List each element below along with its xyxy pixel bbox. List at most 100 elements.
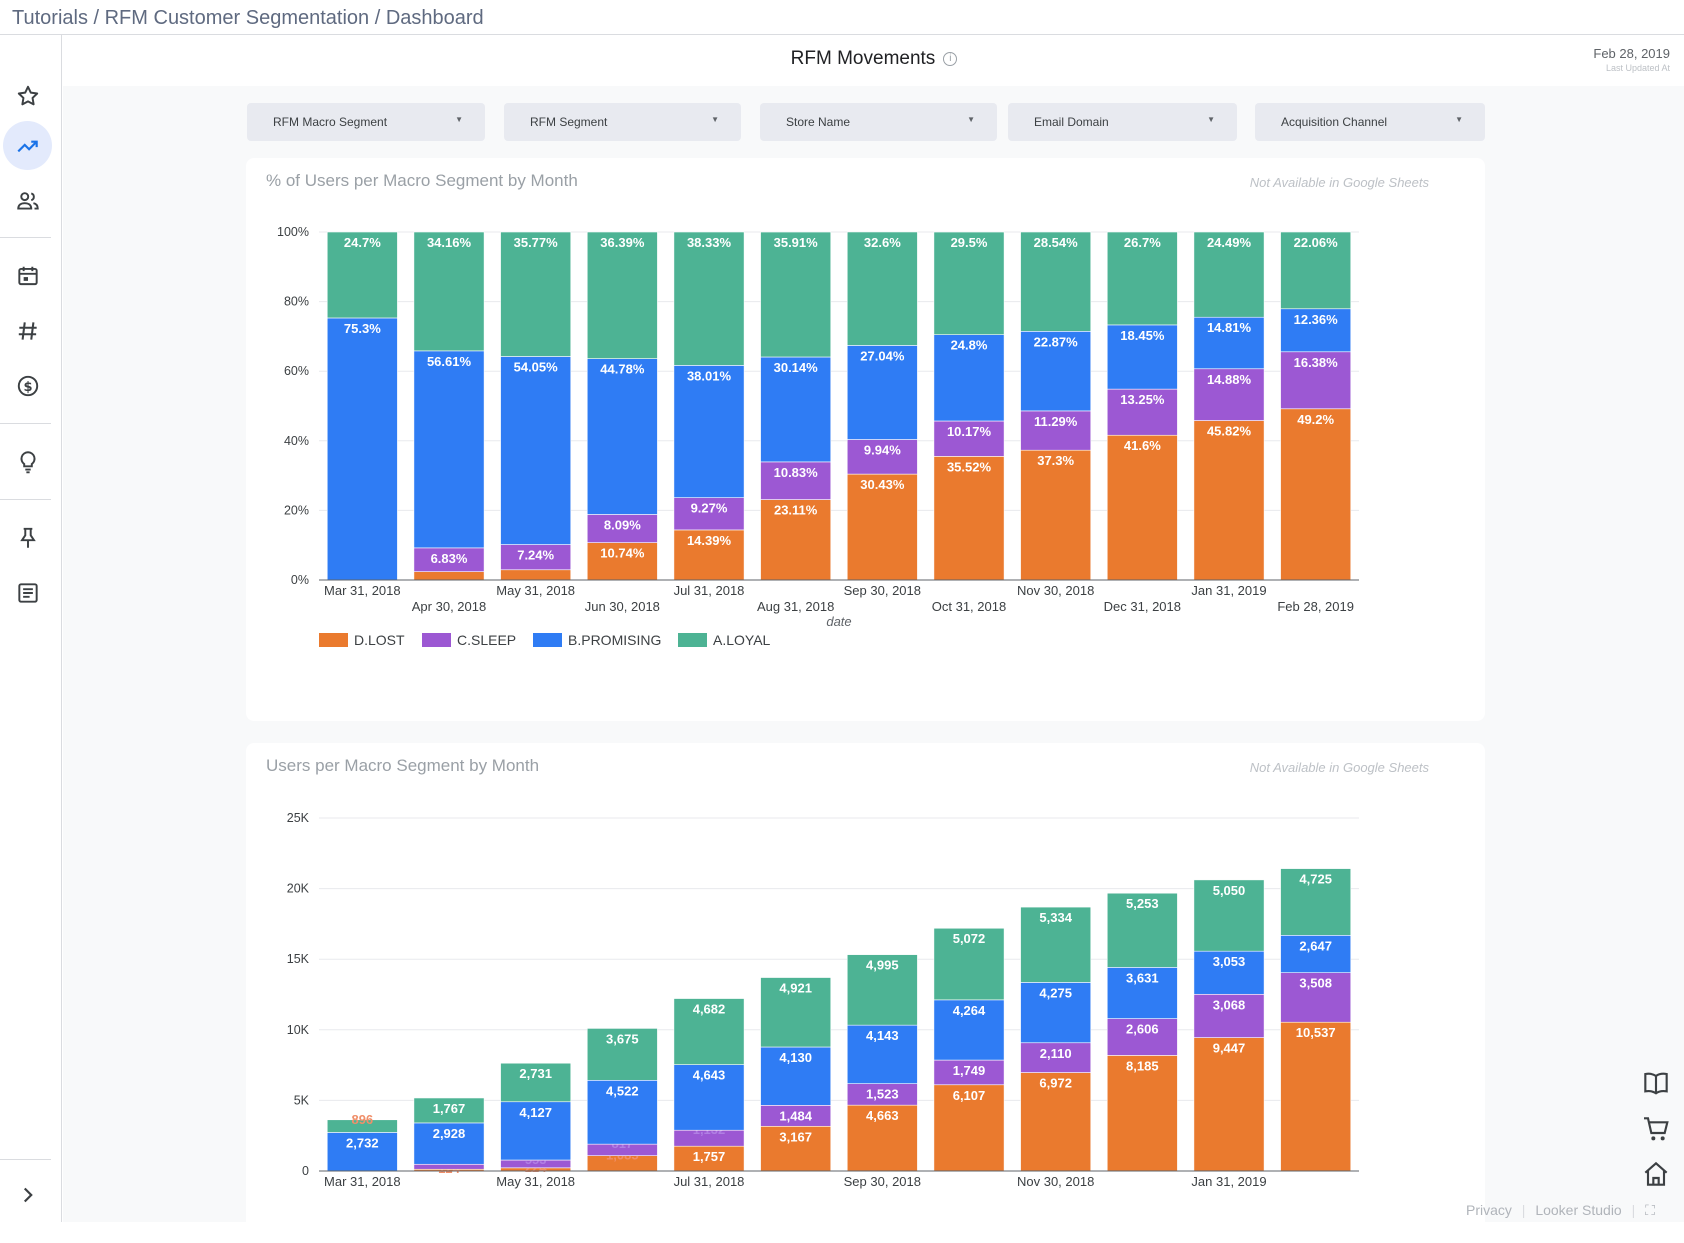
- bar-segment[interactable]: [1193, 879, 1265, 952]
- info-icon[interactable]: i: [943, 51, 958, 66]
- people-icon[interactable]: [3, 176, 52, 225]
- filter-rfm-macro-segment[interactable]: RFM Macro Segment ▼: [247, 103, 485, 141]
- bar-segment[interactable]: [326, 1119, 398, 1133]
- bar-segment[interactable]: [1280, 408, 1352, 581]
- legend-label[interactable]: B.PROMISING: [568, 632, 661, 648]
- bar-segment[interactable]: [1280, 935, 1352, 973]
- star-icon[interactable]: [3, 71, 52, 120]
- bar-segment[interactable]: [586, 1028, 658, 1081]
- bar-segment[interactable]: [1020, 906, 1092, 983]
- bar-segment[interactable]: [500, 1062, 572, 1103]
- bar-segment[interactable]: [846, 345, 918, 440]
- bar-segment[interactable]: [1193, 316, 1265, 370]
- bar-segment[interactable]: [1280, 1021, 1352, 1172]
- bar-segment[interactable]: [413, 1163, 485, 1170]
- bar-segment[interactable]: [1106, 1018, 1178, 1056]
- bar-segment[interactable]: [413, 1122, 485, 1165]
- cart-icon[interactable]: [1640, 1113, 1672, 1150]
- bar-segment[interactable]: [673, 365, 745, 498]
- article-icon[interactable]: [3, 568, 52, 617]
- bar-segment[interactable]: [1020, 1072, 1092, 1172]
- bar-segment[interactable]: [846, 231, 918, 346]
- bar-segment[interactable]: [1106, 892, 1178, 968]
- bar-segment[interactable]: [1106, 388, 1178, 436]
- dollar-icon[interactable]: $: [3, 361, 52, 410]
- looker-studio-link[interactable]: Looker Studio: [1535, 1202, 1622, 1218]
- expand-chevron-icon[interactable]: [3, 1170, 52, 1219]
- bar-segment[interactable]: [1193, 368, 1265, 421]
- bar-segment[interactable]: [413, 571, 485, 581]
- bar-segment[interactable]: [1280, 351, 1352, 410]
- filter-acquisition-channel[interactable]: Acquisition Channel ▼: [1255, 103, 1485, 141]
- bar-segment[interactable]: [760, 1046, 832, 1106]
- bar-segment[interactable]: [413, 350, 485, 549]
- bar-segment[interactable]: [846, 954, 918, 1026]
- bar-segment[interactable]: [326, 1132, 398, 1172]
- bar-segment[interactable]: [1280, 231, 1352, 310]
- breadcrumb[interactable]: Tutorials / RFM Customer Segmentation / …: [12, 7, 484, 29]
- bar-segment[interactable]: [760, 977, 832, 1048]
- bar-segment[interactable]: [933, 231, 1005, 335]
- bar-segment[interactable]: [586, 358, 658, 515]
- bar-segment[interactable]: [846, 1024, 918, 1084]
- bar-segment[interactable]: [673, 529, 745, 581]
- bar-segment[interactable]: [1106, 1055, 1178, 1172]
- home-icon[interactable]: [1640, 1158, 1672, 1195]
- bar-segment[interactable]: [760, 1125, 832, 1172]
- bar-segment[interactable]: [1020, 410, 1092, 451]
- bar-segment[interactable]: [1020, 1042, 1092, 1073]
- bar-segment[interactable]: [1193, 950, 1265, 995]
- filter-rfm-segment[interactable]: RFM Segment ▼: [504, 103, 741, 141]
- legend-label[interactable]: C.SLEEP: [457, 632, 516, 648]
- bar-segment[interactable]: [1106, 434, 1178, 581]
- bar-segment[interactable]: [933, 927, 1005, 1001]
- bar-segment[interactable]: [1193, 231, 1265, 318]
- filter-store-name[interactable]: Store Name ▼: [760, 103, 997, 141]
- bar-segment[interactable]: [413, 231, 485, 352]
- legend-label[interactable]: A.LOYAL: [713, 632, 771, 648]
- bar-segment[interactable]: [1193, 1037, 1265, 1172]
- filter-email-domain[interactable]: Email Domain ▼: [1008, 103, 1237, 141]
- bar-segment[interactable]: [933, 334, 1005, 422]
- bar-segment[interactable]: [933, 456, 1005, 581]
- bar-segment[interactable]: [933, 999, 1005, 1061]
- hashtag-icon[interactable]: [3, 306, 52, 355]
- bar-segment[interactable]: [586, 231, 658, 359]
- bar-segment[interactable]: [1280, 868, 1352, 936]
- bar-segment[interactable]: [760, 356, 832, 463]
- bar-segment[interactable]: [760, 499, 832, 581]
- bar-segment[interactable]: [1193, 420, 1265, 581]
- pin-icon[interactable]: [3, 513, 52, 562]
- bar-segment[interactable]: [933, 1084, 1005, 1172]
- bar-segment[interactable]: [1106, 324, 1178, 390]
- bar-segment[interactable]: [1280, 308, 1352, 353]
- fullscreen-icon[interactable]: ⛶: [1645, 1202, 1655, 1218]
- bar-segment[interactable]: [933, 1059, 1005, 1086]
- bar-segment[interactable]: [1193, 993, 1265, 1038]
- bar-segment[interactable]: [1020, 449, 1092, 581]
- lightbulb-icon[interactable]: [3, 437, 52, 486]
- percent-users-chart[interactable]: 0% 20% 40% 60% 80% 100% 75.3% 24.7% Mar 31, 2018…: [246, 158, 1485, 721]
- bar-segment[interactable]: [1020, 331, 1092, 412]
- bar-segment[interactable]: [326, 231, 398, 319]
- bar-segment[interactable]: [586, 1079, 658, 1145]
- bar-segment[interactable]: [673, 998, 745, 1065]
- bar-segment[interactable]: [1020, 231, 1092, 332]
- bar-segment[interactable]: [846, 439, 918, 475]
- bar-segment[interactable]: [1280, 972, 1352, 1023]
- book-icon[interactable]: [1640, 1068, 1672, 1105]
- bar-segment[interactable]: [846, 1104, 918, 1172]
- bar-segment[interactable]: [760, 461, 832, 500]
- bar-segment[interactable]: [760, 231, 832, 358]
- bar-segment[interactable]: [413, 1097, 485, 1124]
- bar-segment[interactable]: [846, 473, 918, 581]
- bar-segment[interactable]: [933, 420, 1005, 457]
- bar-segment[interactable]: [586, 542, 658, 581]
- privacy-link[interactable]: Privacy: [1466, 1202, 1512, 1218]
- bar-segment[interactable]: [326, 317, 398, 581]
- bar-segment[interactable]: [673, 231, 745, 366]
- bar-segment[interactable]: [500, 544, 572, 571]
- bar-segment[interactable]: [1106, 967, 1178, 1019]
- bar-segment[interactable]: [500, 356, 572, 545]
